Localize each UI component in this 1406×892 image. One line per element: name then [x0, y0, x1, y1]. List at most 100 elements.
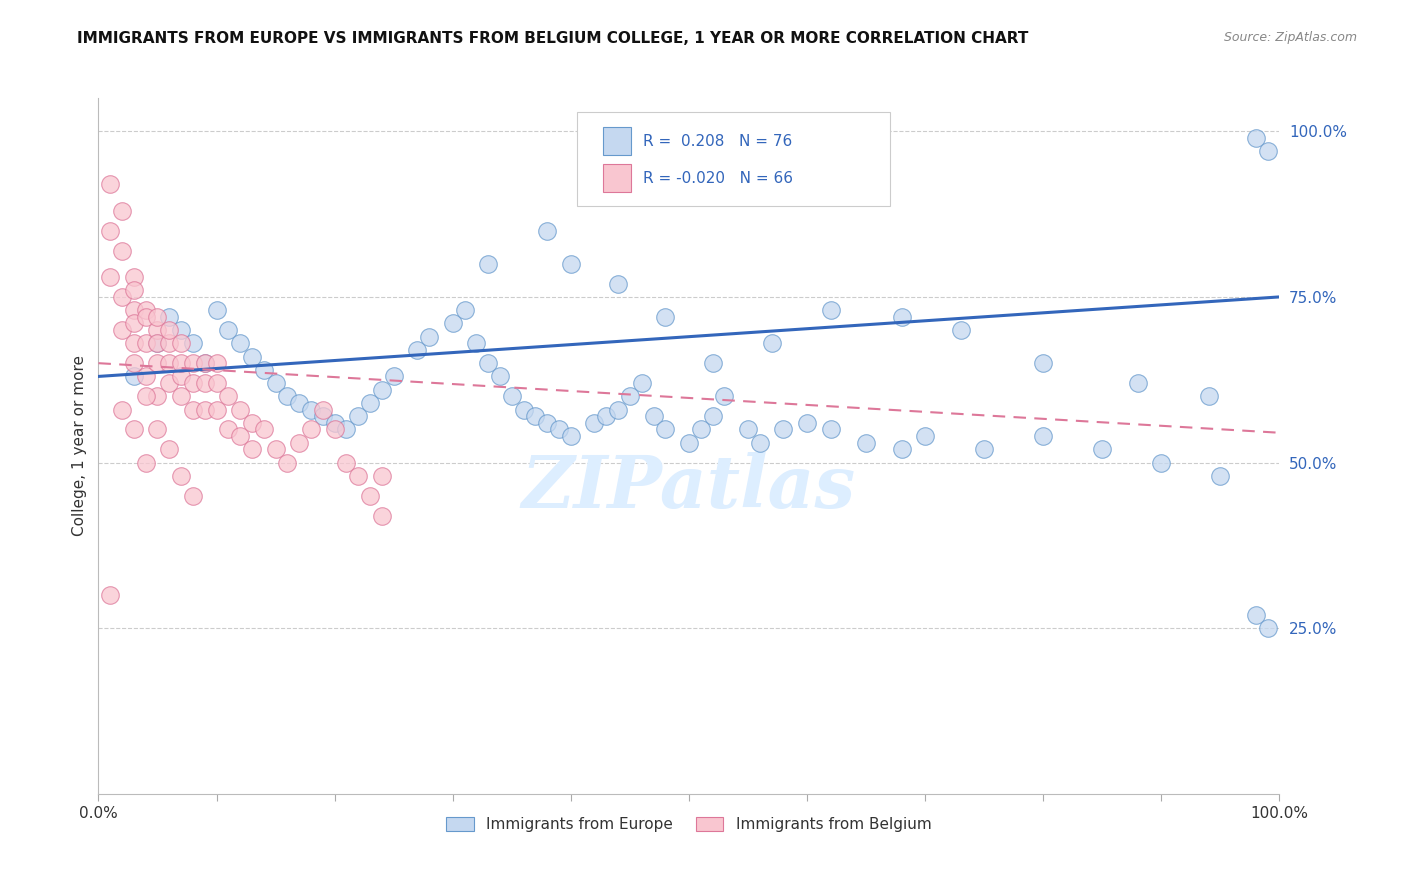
- Point: [973, 442, 995, 457]
- Point: [796, 416, 818, 430]
- Point: [299, 402, 322, 417]
- Point: [548, 422, 571, 436]
- Point: [1150, 456, 1173, 470]
- Point: [583, 416, 606, 430]
- Point: [501, 389, 523, 403]
- Point: [264, 376, 287, 390]
- Point: [205, 303, 228, 318]
- Point: [630, 376, 652, 390]
- Point: [607, 402, 630, 417]
- Point: [229, 402, 252, 417]
- Point: [135, 456, 157, 470]
- Point: [253, 363, 276, 377]
- Point: [335, 422, 357, 436]
- Point: [146, 422, 169, 436]
- Point: [111, 244, 134, 258]
- Point: [654, 310, 676, 324]
- Point: [702, 356, 724, 370]
- Point: [512, 402, 534, 417]
- Point: [98, 270, 121, 285]
- Point: [111, 402, 134, 417]
- Point: [276, 389, 298, 403]
- Point: [170, 389, 193, 403]
- Point: [194, 356, 217, 370]
- Point: [146, 336, 169, 351]
- Point: [135, 389, 157, 403]
- Point: [122, 303, 145, 318]
- FancyBboxPatch shape: [603, 164, 631, 192]
- Point: [465, 336, 488, 351]
- Y-axis label: College, 1 year or more: College, 1 year or more: [72, 356, 87, 536]
- Point: [240, 350, 263, 364]
- Point: [181, 376, 204, 390]
- Point: [619, 389, 641, 403]
- Point: [122, 356, 145, 370]
- Point: [1198, 389, 1220, 403]
- Point: [524, 409, 547, 424]
- Point: [194, 376, 217, 390]
- Point: [1126, 376, 1149, 390]
- Point: [157, 356, 180, 370]
- Point: [1032, 429, 1054, 443]
- Point: [323, 416, 346, 430]
- Point: [205, 356, 228, 370]
- Point: [607, 277, 630, 291]
- Point: [135, 303, 157, 318]
- Point: [288, 435, 311, 450]
- Point: [229, 336, 252, 351]
- Point: [170, 323, 193, 337]
- Point: [146, 356, 169, 370]
- Point: [181, 356, 204, 370]
- Point: [772, 422, 794, 436]
- Point: [288, 396, 311, 410]
- Point: [157, 336, 180, 351]
- Point: [299, 422, 322, 436]
- Point: [181, 489, 204, 503]
- Text: R = -0.020   N = 66: R = -0.020 N = 66: [643, 170, 793, 186]
- Point: [240, 442, 263, 457]
- Point: [170, 336, 193, 351]
- Point: [406, 343, 429, 357]
- Point: [194, 402, 217, 417]
- Point: [371, 508, 394, 523]
- Point: [229, 429, 252, 443]
- Point: [111, 203, 134, 218]
- Point: [170, 369, 193, 384]
- Point: [453, 303, 475, 318]
- Point: [820, 422, 842, 436]
- Point: [181, 336, 204, 351]
- Text: IMMIGRANTS FROM EUROPE VS IMMIGRANTS FROM BELGIUM COLLEGE, 1 YEAR OR MORE CORREL: IMMIGRANTS FROM EUROPE VS IMMIGRANTS FRO…: [77, 31, 1029, 46]
- Point: [276, 456, 298, 470]
- Point: [702, 409, 724, 424]
- Point: [477, 257, 499, 271]
- Point: [371, 468, 394, 483]
- Point: [157, 442, 180, 457]
- Point: [335, 456, 357, 470]
- Point: [371, 383, 394, 397]
- Point: [560, 429, 582, 443]
- Point: [1209, 468, 1232, 483]
- Text: ZIPatlas: ZIPatlas: [522, 452, 856, 524]
- Point: [536, 416, 558, 430]
- Point: [122, 317, 145, 331]
- Point: [98, 588, 121, 602]
- Point: [181, 402, 204, 417]
- Point: [1032, 356, 1054, 370]
- Point: [347, 468, 370, 483]
- Point: [949, 323, 972, 337]
- FancyBboxPatch shape: [603, 128, 631, 155]
- Point: [98, 224, 121, 238]
- Point: [217, 422, 239, 436]
- Legend: Immigrants from Europe, Immigrants from Belgium: Immigrants from Europe, Immigrants from …: [440, 811, 938, 838]
- Point: [122, 270, 145, 285]
- Point: [146, 336, 169, 351]
- Point: [157, 323, 180, 337]
- Point: [347, 409, 370, 424]
- Point: [418, 329, 440, 343]
- Point: [748, 435, 770, 450]
- Point: [689, 422, 711, 436]
- Point: [217, 323, 239, 337]
- Point: [264, 442, 287, 457]
- Point: [1257, 144, 1279, 158]
- Point: [855, 435, 877, 450]
